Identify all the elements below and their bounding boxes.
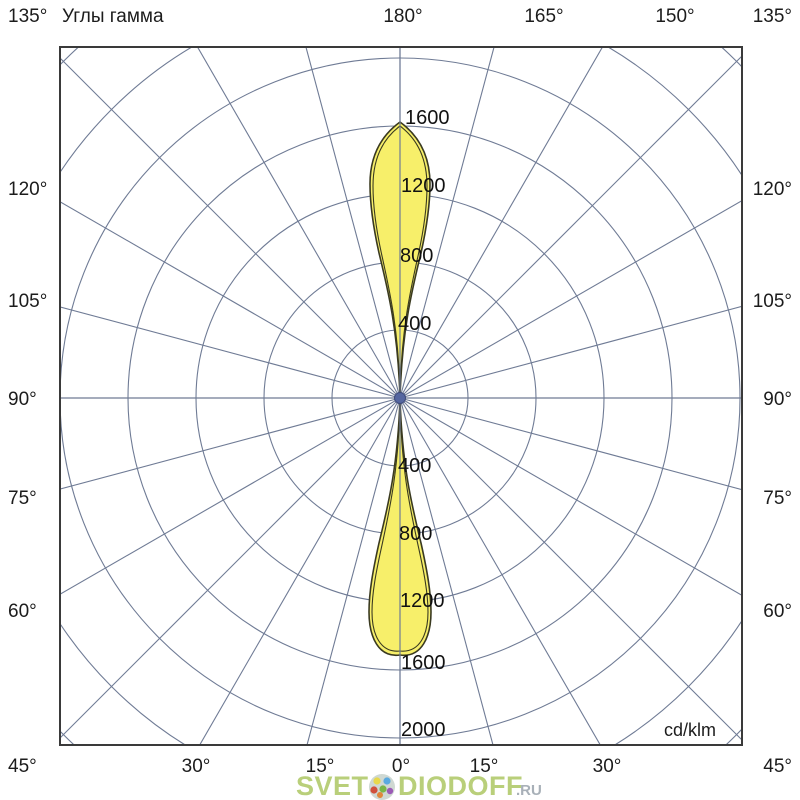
spoke-120 (399, 397, 742, 597)
spoke-240 (60, 397, 401, 595)
ring-label-lower-400: 400 (398, 455, 431, 477)
unit-label: cd/klm (664, 720, 716, 740)
spoke-135 (399, 397, 742, 741)
left-tick-60: 60° (8, 601, 37, 622)
left-tick-120: 120° (8, 179, 47, 200)
bottom-tick-0: 0° (392, 756, 410, 777)
spoke-345 (305, 47, 401, 399)
left-tick-75: 75° (8, 488, 37, 509)
bottom-tick-45-right: 45° (763, 756, 792, 777)
watermark-suffix: .RU (516, 782, 542, 799)
ring-label-upper-1200: 1200 (401, 175, 446, 197)
top-tick-135-left: 135° (8, 6, 47, 27)
right-tick-75: 75° (763, 488, 792, 509)
ring-label-lower-2000: 2000 (401, 719, 446, 741)
spoke-210 (199, 397, 401, 745)
right-tick-60: 60° (763, 601, 792, 622)
ring-label-lower-1600: 1600 (401, 652, 446, 674)
ring-label-upper-400: 400 (398, 313, 431, 335)
left-tick-90: 90° (8, 389, 37, 410)
bottom-tick-15-left: 15° (306, 756, 335, 777)
top-tick-180: 180° (383, 6, 422, 27)
ring-label-lower-1200: 1200 (400, 590, 445, 612)
bottom-tick-30-left: 30° (182, 756, 211, 777)
spoke-165 (399, 397, 494, 745)
spoke-255 (60, 397, 401, 490)
spoke-330 (196, 47, 401, 399)
bottom-tick-30-right: 30° (593, 756, 622, 777)
top-tick-150: 150° (655, 6, 694, 27)
color-dots-circle-icon (369, 774, 395, 800)
spoke-15 (399, 47, 495, 399)
right-tick-120: 120° (753, 179, 792, 200)
top-tick-135-right: 135° (753, 6, 792, 27)
spoke-30 (399, 47, 604, 399)
spoke-105 (399, 397, 742, 491)
spoke-75 (399, 305, 742, 399)
right-tick-90: 90° (763, 389, 792, 410)
spoke-150 (399, 397, 601, 745)
spoke-60 (399, 199, 742, 399)
spoke-300 (60, 201, 401, 399)
page-title: Углы гамма (62, 6, 164, 27)
spoke-315 (60, 57, 401, 399)
right-tick-105: 105° (753, 291, 792, 312)
spoke-45 (399, 55, 742, 399)
center-origin-marker (394, 392, 406, 404)
ring-label-upper-1600: 1600 (405, 107, 450, 129)
plot-frame (59, 46, 743, 746)
watermark: SVET DIODOFF .RU (296, 771, 542, 800)
ring-label-lower-800: 800 (399, 523, 432, 545)
top-tick-165: 165° (524, 6, 563, 27)
watermark-part2: DIODOFF (398, 771, 523, 800)
watermark-part1: SVET (296, 771, 369, 800)
bottom-tick-45-left: 45° (8, 756, 37, 777)
spoke-195 (306, 397, 401, 745)
ring-label-upper-800: 800 (400, 245, 433, 267)
left-tick-105: 105° (8, 291, 47, 312)
spoke-285 (60, 306, 401, 399)
bottom-tick-15-right: 15° (470, 756, 499, 777)
spoke-225 (60, 397, 401, 739)
